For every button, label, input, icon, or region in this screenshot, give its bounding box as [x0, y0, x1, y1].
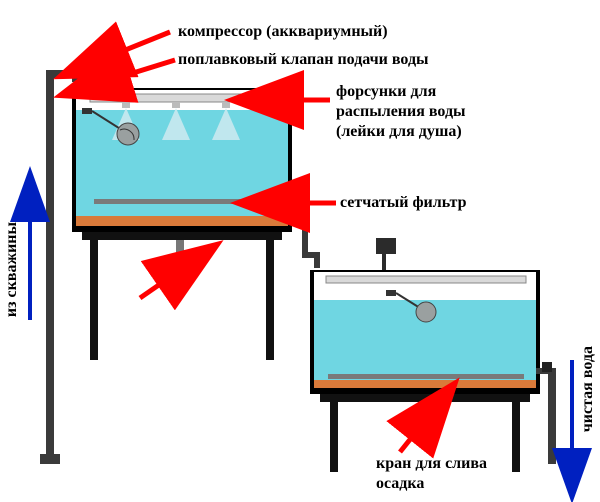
label-sprayers: форсунки для распыления воды (лейки для …	[336, 82, 466, 142]
compressor-2-icon	[376, 238, 396, 270]
connector-pipe	[288, 204, 320, 268]
tank-2	[310, 270, 540, 394]
label-mesh-filter: сетчатый фильтр	[340, 193, 467, 213]
label-float-valve: поплавковый клапан подачи воды	[178, 50, 429, 70]
label-clean-water: чистая вода	[580, 346, 596, 432]
drain-valve-2	[412, 402, 432, 444]
label-compressor: компрессор (акквариумный)	[178, 22, 388, 42]
drain-valve-1	[170, 240, 190, 290]
tank-1	[72, 88, 292, 232]
diagram-svg	[0, 0, 600, 502]
diagram-stage: компрессор (акквариумный) поплавковый кл…	[0, 0, 600, 502]
label-from-well: из скважины	[4, 222, 20, 317]
label-drain-valve: кран для слива осадка	[376, 454, 487, 494]
mesh-filter-1	[94, 199, 274, 204]
mesh-filter-2	[328, 374, 524, 379]
